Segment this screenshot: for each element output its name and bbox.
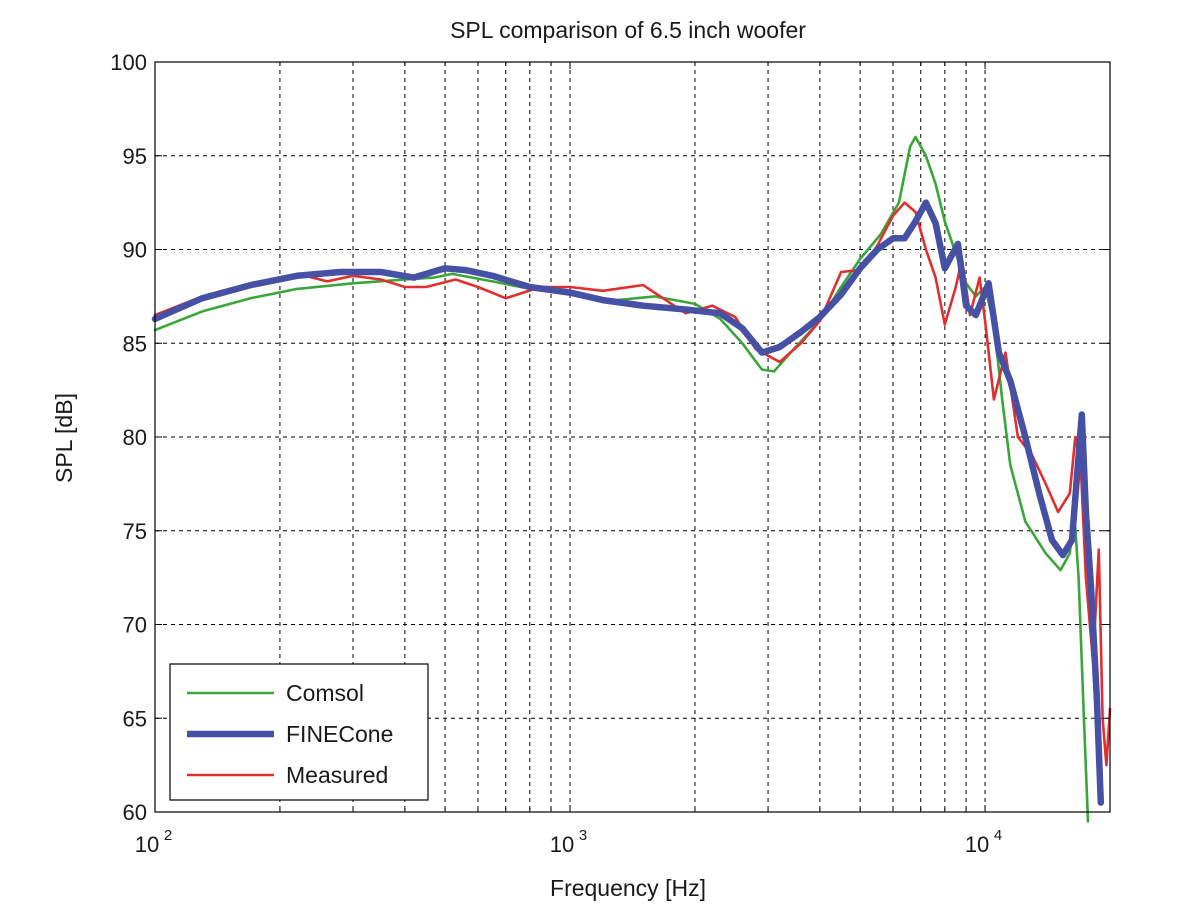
- y-tick-label: 95: [123, 144, 147, 169]
- y-tick-label: 70: [123, 613, 147, 638]
- chart-title: SPL comparison of 6.5 inch woofer: [450, 17, 806, 43]
- series-line-finecone: [151, 199, 1105, 806]
- x-tick-label: 10: [135, 832, 159, 857]
- x-tick-label-exponent: 2: [164, 827, 172, 844]
- x-tick-label-exponent: 3: [579, 827, 587, 844]
- legend-label-comsol: Comsol: [286, 680, 364, 706]
- x-tick-label: 10: [965, 832, 989, 857]
- y-axis-label: SPL [dB]: [51, 393, 77, 483]
- y-tick-label: 65: [123, 706, 147, 731]
- series-line-comsol: [153, 135, 1090, 823]
- y-tick-label: 85: [123, 331, 147, 356]
- x-tick-label-exponent: 4: [994, 827, 1002, 844]
- x-tick-label: 10: [550, 832, 574, 857]
- y-tick-label: 60: [123, 800, 147, 825]
- x-axis-label: Frequency [Hz]: [550, 875, 706, 901]
- series-layer: [151, 135, 1112, 823]
- series-line-measured: [153, 201, 1112, 767]
- y-tick-label: 75: [123, 519, 147, 544]
- legend-label-finecone: FINECone: [286, 721, 393, 747]
- ticks: 60 65 70 75 80 85 90 95 100 10 2 10 3 10 4: [110, 50, 1110, 857]
- legend-label-measured: Measured: [286, 762, 388, 788]
- y-tick-label: 80: [123, 425, 147, 450]
- y-tick-label: 90: [123, 238, 147, 263]
- legend: Comsol FINECone Measured: [169, 663, 429, 801]
- y-tick-label: 100: [110, 50, 147, 75]
